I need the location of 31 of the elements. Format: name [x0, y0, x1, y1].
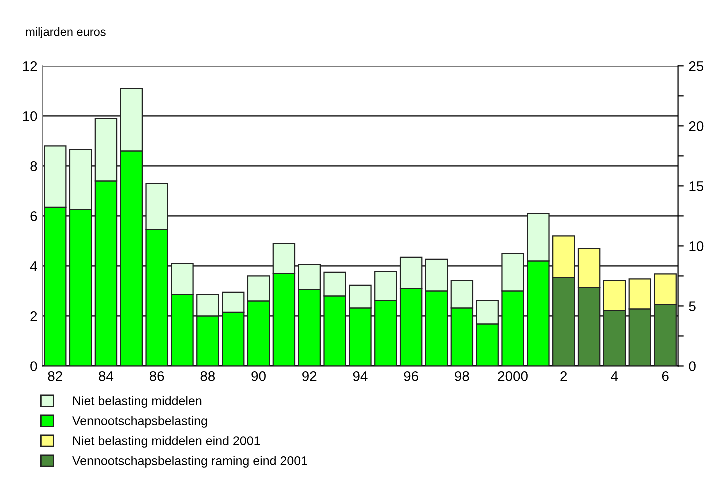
y-tick-label: 2 [30, 312, 38, 322]
y2-tick-label: 25 [689, 61, 704, 72]
x-tick-label: 2000 [498, 371, 528, 382]
legend-label: Vennootschapsbelasting raming eind 2001 [72, 456, 308, 468]
y2-tick-label: 20 [689, 121, 704, 132]
x-tick-label: 86 [150, 371, 164, 382]
y-tick-label: 10 [23, 111, 38, 122]
y2-tick-label: 15 [690, 182, 704, 192]
x-tick-label: 98 [455, 371, 470, 382]
y-tick-label: 12 [23, 61, 38, 72]
x-tick-label: 90 [252, 371, 266, 382]
y-tick-label: 8 [30, 162, 38, 172]
x-tick-label: 88 [200, 371, 216, 382]
legend-label: Niet belasting middelen eind 2001 [73, 436, 260, 448]
y2-tick-label: 5 [689, 302, 696, 312]
y-tick-label: 0 [30, 362, 38, 372]
x-tick-label: 94 [353, 371, 368, 382]
x-tick-label: 84 [99, 371, 114, 382]
x-tick-label: 6 [662, 371, 669, 382]
y-tick-label: 6 [30, 212, 38, 222]
x-tick-label: 96 [404, 371, 418, 382]
y2-tick-label: 10 [690, 242, 704, 252]
x-tick-label: 92 [302, 371, 317, 382]
y-axis-title: miljarden euros [26, 28, 106, 39]
x-tick-label: 4 [611, 372, 618, 382]
legend-label: Vennootschapsbelasting [72, 416, 208, 428]
y-tick-label: 4 [30, 262, 38, 272]
x-tick-label: 2 [560, 371, 568, 382]
y2-tick-label: 0 [689, 362, 696, 372]
legend-label: Niet belasting middelen [73, 396, 202, 408]
x-tick-label: 82 [48, 371, 62, 382]
